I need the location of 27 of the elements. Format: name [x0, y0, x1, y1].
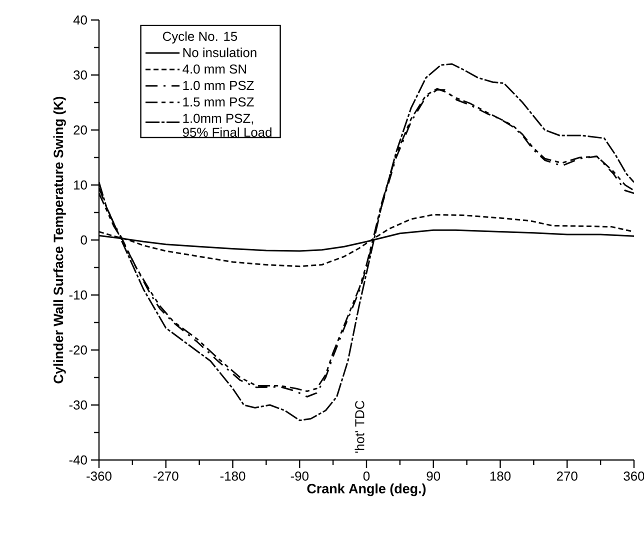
x-tick-label: -180 — [220, 472, 246, 481]
x-tick-label: 360 — [624, 472, 644, 481]
y-tick-label: -30 — [69, 400, 87, 410]
legend-label: 1.0 mm PSZ — [183, 80, 254, 90]
legend-title: Cycle No. 15 — [162, 31, 238, 44]
y-tick-label: -20 — [69, 345, 87, 355]
x-axis-title: Crank Angle (deg.) — [307, 484, 426, 496]
x-tick-label: 270 — [556, 472, 578, 481]
x-tick-label: -360 — [86, 472, 112, 481]
legend-label: 1.5 mm PSZ — [183, 97, 254, 107]
y-tick-label: 40 — [73, 15, 87, 25]
legend-label: 1.0mm PSZ, 95% Final Load — [182, 114, 272, 137]
y-axis-title: Cylinder Wall Surface Temperature Swing (K) — [53, 96, 66, 384]
legend-label: No insulation — [183, 48, 256, 58]
y-tick-label: 20 — [74, 125, 87, 135]
x-tick-label: -270 — [153, 472, 178, 481]
annotation: 'hot' TDC — [354, 400, 364, 453]
x-tick-label: 0 — [363, 472, 370, 481]
x-tick-label: -90 — [290, 472, 308, 481]
y-tick-label: 30 — [74, 70, 87, 80]
x-tick-label: 180 — [490, 472, 511, 481]
y-tick-label: 10 — [74, 180, 87, 190]
x-tick-label: 90 — [426, 472, 440, 481]
y-tick-label: -10 — [69, 290, 87, 300]
legend-label: 4.0 mm SN — [182, 64, 246, 74]
y-tick-label: 0 — [80, 235, 87, 245]
y-tick-label: -40 — [69, 455, 87, 465]
